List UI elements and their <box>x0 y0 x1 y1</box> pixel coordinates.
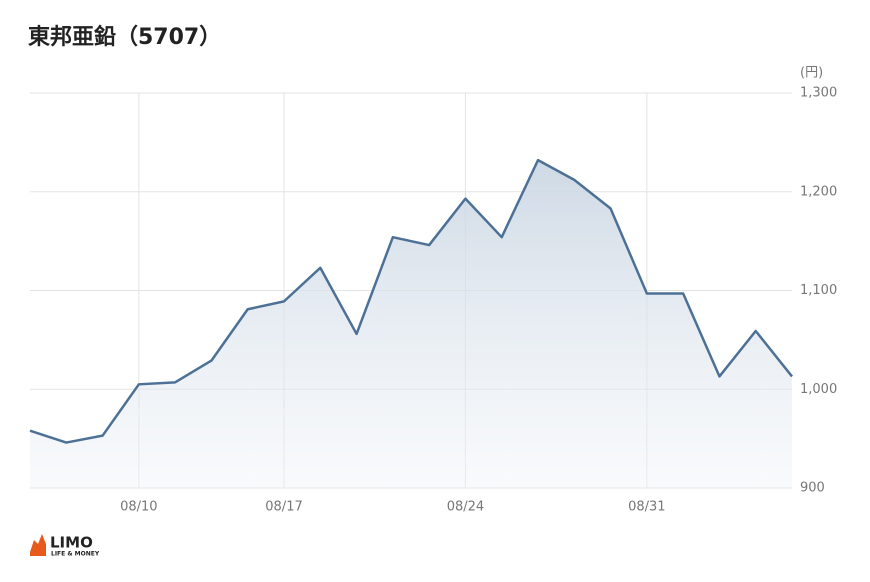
x-tick-label: 08/24 <box>447 500 484 515</box>
area-fill <box>30 160 792 488</box>
x-tick-label: 08/31 <box>628 500 665 515</box>
price-line <box>29 158 793 444</box>
y-tick-label: 900 <box>800 481 825 496</box>
chart-title: 東邦亜鉛（5707） <box>28 24 221 50</box>
x-tick-label: 08/17 <box>265 500 302 515</box>
y-tick-label: 1,300 <box>800 86 837 101</box>
y-tick-label: 1,200 <box>800 184 837 199</box>
y-tick-label: 1,100 <box>800 283 837 298</box>
x-tick-label: 08/10 <box>120 500 157 515</box>
logo: LIMO LIFE & MONEY <box>30 534 100 558</box>
y-unit: (円) <box>800 66 823 81</box>
y-tick-label: 1,000 <box>800 382 837 397</box>
logo-icon <box>30 534 46 556</box>
logo-name: LIMO <box>50 534 93 552</box>
logo-tagline: LIFE & MONEY <box>51 551 100 558</box>
